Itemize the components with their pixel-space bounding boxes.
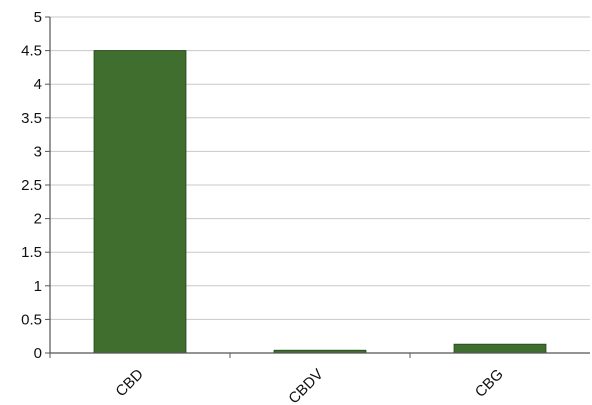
bar-cbd xyxy=(93,50,187,354)
x-tick-label-cbdv: CBDV xyxy=(285,366,326,405)
x-tick-label-cbg: CBG xyxy=(472,366,507,401)
y-tick-label: 2.5 xyxy=(21,177,42,194)
y-tick-label: 1 xyxy=(34,278,42,295)
y-tick-label: 2 xyxy=(34,211,42,228)
y-tick-label: 4.5 xyxy=(21,43,42,60)
y-tick-label: 5 xyxy=(34,9,42,26)
y-tick-label: 3 xyxy=(34,143,42,160)
x-tick-labels: CBD CBDV CBG xyxy=(112,366,506,405)
axes xyxy=(45,16,590,358)
y-tick-label: 4 xyxy=(34,76,42,93)
x-tick-label-cbd: CBD xyxy=(112,366,147,401)
y-tick-label: 1.5 xyxy=(21,244,42,261)
y-tick-label: 0 xyxy=(34,345,42,362)
bars xyxy=(93,50,547,354)
y-tick-labels: 0 0.5 1 1.5 2 2.5 3 3.5 4 4.5 5 xyxy=(21,9,42,362)
bar-cbg xyxy=(453,343,547,354)
y-tick-label: 3.5 xyxy=(21,110,42,127)
y-tick-label: 0.5 xyxy=(21,311,42,328)
